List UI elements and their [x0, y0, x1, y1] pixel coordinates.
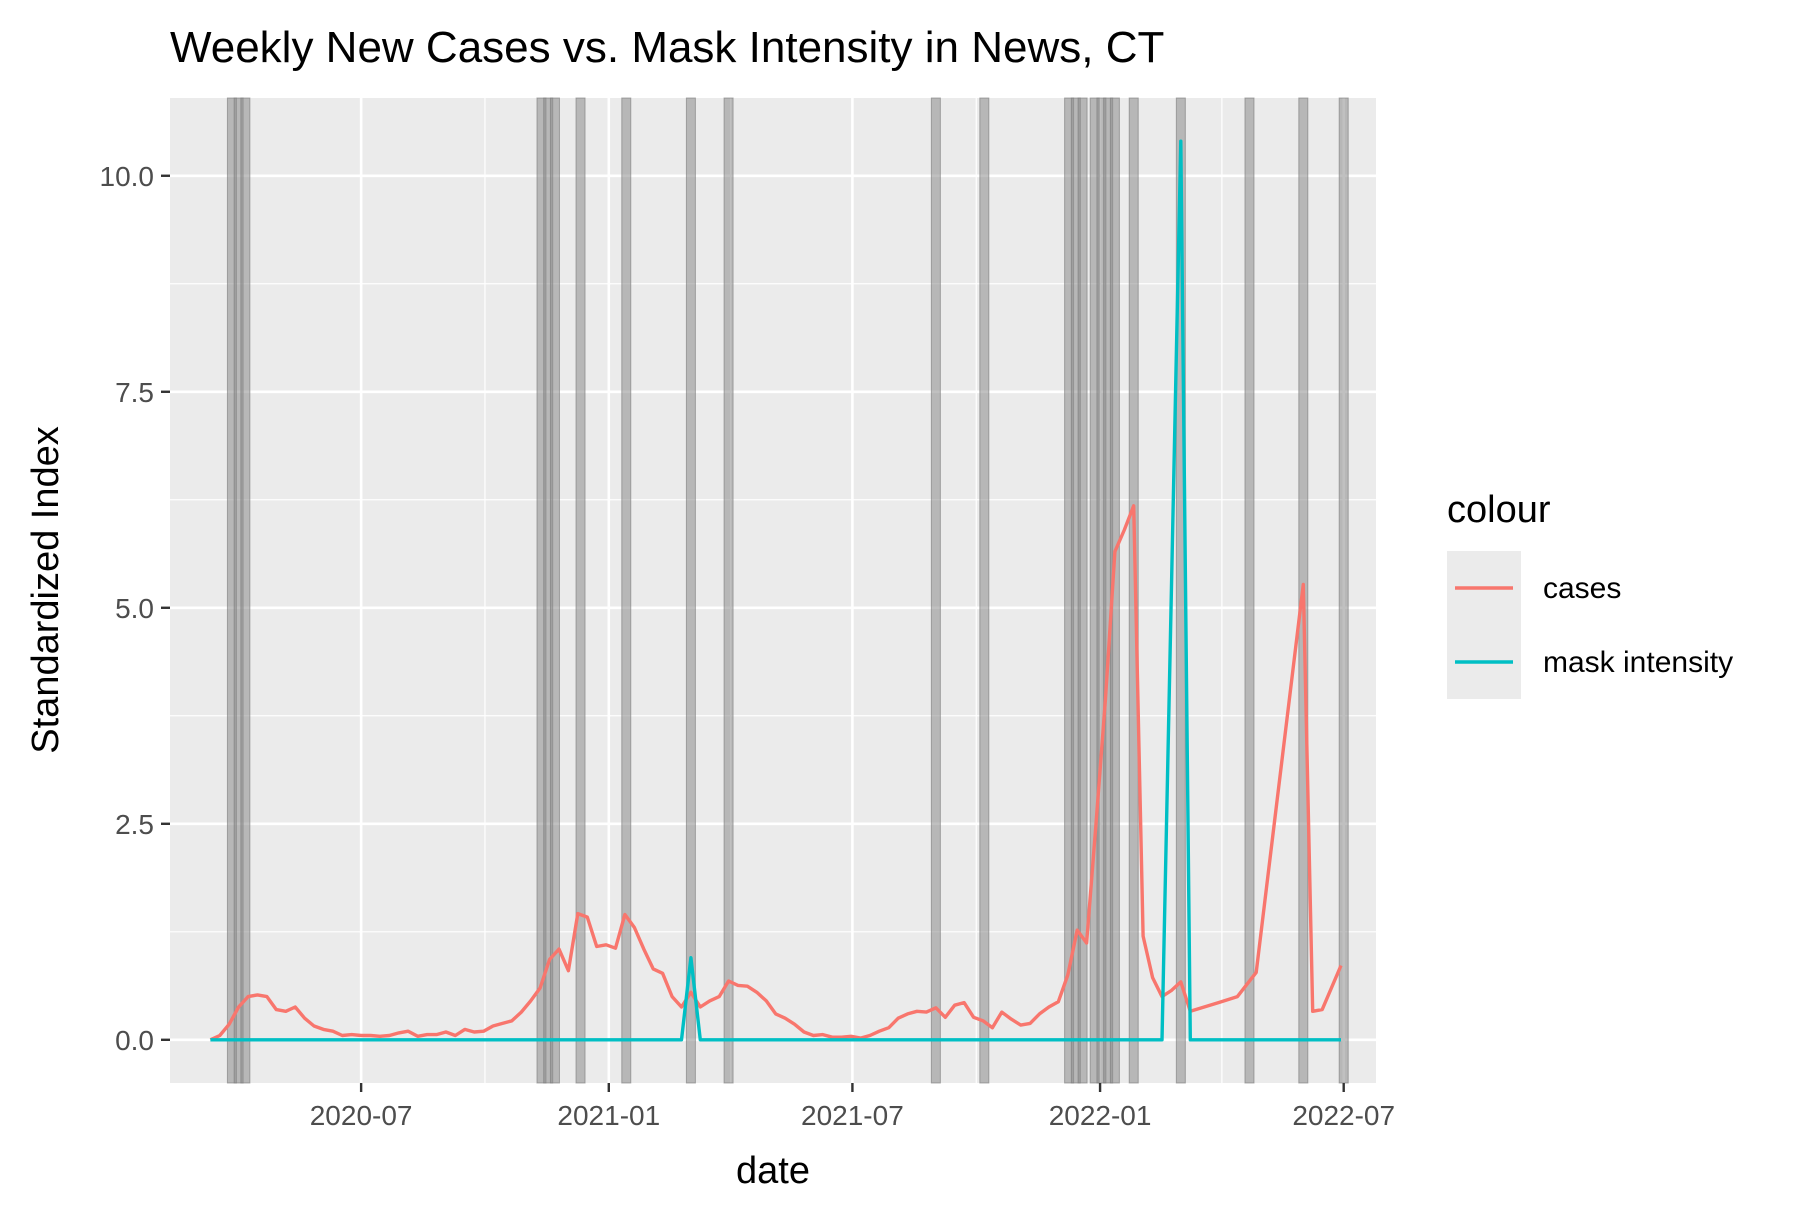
y-tick-label: 7.5	[115, 377, 154, 408]
chart-title: Weekly New Cases vs. Mask Intensity in N…	[170, 23, 1164, 72]
legend-items: cases mask intensity	[1455, 572, 1733, 679]
event-bar	[1109, 97, 1120, 1084]
legend-title: colour	[1447, 489, 1551, 531]
x-tick-label: 2020-07	[310, 1100, 413, 1131]
event-bar	[1077, 97, 1088, 1084]
y-axis-label: Standardized Index	[25, 426, 67, 753]
x-tick-label: 2022-01	[1049, 1100, 1152, 1131]
event-bar	[240, 97, 251, 1084]
x-axis-label: date	[736, 1150, 810, 1192]
event-bar	[1244, 97, 1255, 1084]
event-bar	[685, 97, 696, 1084]
event-bar	[1128, 97, 1139, 1084]
event-bar	[1338, 97, 1349, 1084]
legend-label: cases	[1543, 572, 1621, 605]
series-lines	[209, 139, 1343, 1042]
event-bar	[723, 97, 734, 1084]
legend: colour cases mask intensity	[1447, 489, 1733, 699]
event-bar	[549, 97, 560, 1084]
event-bar	[979, 97, 990, 1084]
series-line-cases	[209, 504, 1343, 1042]
event-bar	[575, 97, 586, 1084]
event-bar	[621, 97, 632, 1084]
y-tick-label: 0.0	[115, 1025, 154, 1056]
plot-panel	[170, 98, 1376, 1083]
y-tick-label: 10.0	[100, 161, 155, 192]
y-tick-label: 2.5	[115, 809, 154, 840]
x-tick-label: 2021-07	[801, 1100, 904, 1131]
series-line-mask-intensity	[210, 139, 1341, 1042]
legend-key-background	[1447, 551, 1521, 699]
event-bar	[930, 97, 941, 1084]
x-tick-label: 2021-01	[557, 1100, 660, 1131]
x-axis: 2020-07 2021-01 2021-07 2022-01 2022-07	[310, 1083, 1395, 1131]
legend-label: mask intensity	[1543, 646, 1733, 679]
x-tick-label: 2022-07	[1292, 1100, 1395, 1131]
y-tick-label: 5.0	[115, 593, 154, 624]
event-bars	[226, 97, 1349, 1084]
y-axis: 0.0 2.5 5.0 7.5 10.0	[100, 161, 170, 1056]
